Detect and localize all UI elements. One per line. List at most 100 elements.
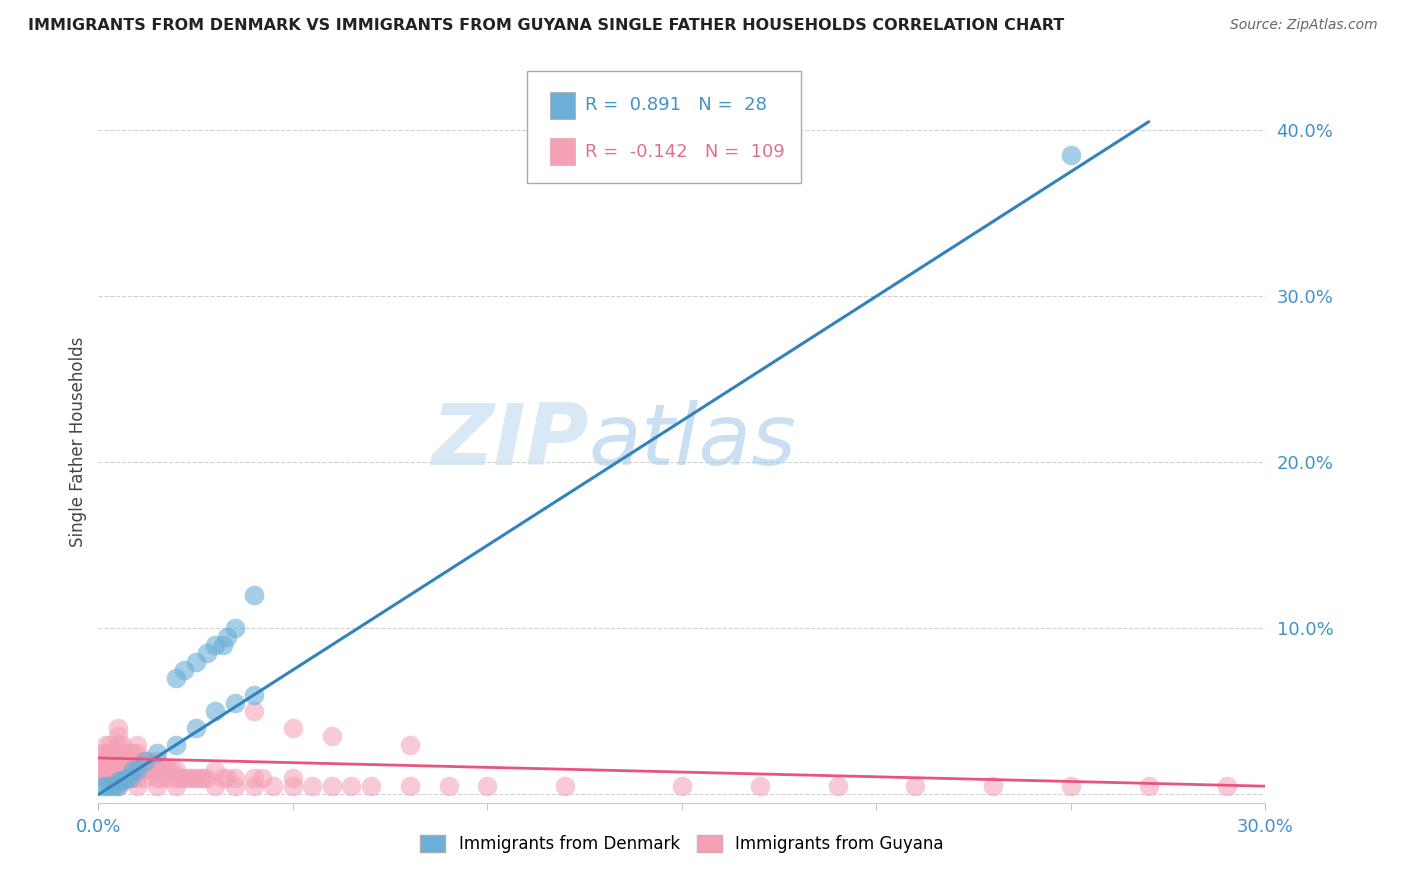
Point <box>162 763 184 777</box>
Point <box>281 721 304 735</box>
Text: R =  0.891   N =  28: R = 0.891 N = 28 <box>585 96 766 114</box>
Point <box>157 763 180 777</box>
Point <box>122 763 145 777</box>
Point <box>193 771 215 785</box>
Point <box>301 779 323 793</box>
Point <box>114 754 136 768</box>
Point <box>146 771 169 785</box>
Point <box>671 779 693 793</box>
Point <box>477 779 499 793</box>
Point <box>904 779 927 793</box>
Point <box>184 655 207 669</box>
Legend: Immigrants from Denmark, Immigrants from Guyana: Immigrants from Denmark, Immigrants from… <box>413 828 950 860</box>
Point <box>91 746 114 760</box>
Point <box>1215 779 1237 793</box>
Point <box>748 779 770 793</box>
Point <box>281 779 304 793</box>
Point <box>96 763 118 777</box>
Point <box>98 738 121 752</box>
Point <box>118 746 141 760</box>
Point <box>173 771 195 785</box>
Text: ZIP: ZIP <box>430 400 589 483</box>
Point <box>96 771 118 785</box>
Point <box>103 763 125 777</box>
Point <box>224 771 246 785</box>
Point <box>1060 779 1083 793</box>
Point <box>127 738 149 752</box>
Point <box>134 754 156 768</box>
Point <box>215 630 238 644</box>
Point <box>157 771 180 785</box>
Point <box>114 763 136 777</box>
Point <box>281 771 304 785</box>
Point <box>204 779 226 793</box>
Text: IMMIGRANTS FROM DENMARK VS IMMIGRANTS FROM GUYANA SINGLE FATHER HOUSEHOLDS CORRE: IMMIGRANTS FROM DENMARK VS IMMIGRANTS FR… <box>28 18 1064 33</box>
Point <box>177 771 200 785</box>
Point <box>165 738 187 752</box>
Point <box>188 771 211 785</box>
Point <box>107 754 129 768</box>
Point <box>118 754 141 768</box>
Text: Source: ZipAtlas.com: Source: ZipAtlas.com <box>1230 18 1378 32</box>
Point <box>215 771 238 785</box>
Point <box>180 771 202 785</box>
Point <box>103 746 125 760</box>
Point <box>321 779 343 793</box>
Point <box>127 754 149 768</box>
Point <box>243 705 266 719</box>
Point <box>165 771 187 785</box>
Point <box>827 779 849 793</box>
Point <box>204 705 226 719</box>
Point <box>98 746 121 760</box>
Point <box>98 779 121 793</box>
Point <box>98 771 121 785</box>
Text: atlas: atlas <box>589 400 797 483</box>
Point <box>114 771 136 785</box>
Point <box>224 696 246 710</box>
Point <box>243 771 266 785</box>
Point <box>107 771 129 785</box>
Y-axis label: Single Father Households: Single Father Households <box>69 336 87 547</box>
Point <box>360 779 382 793</box>
Point <box>184 771 207 785</box>
Point <box>91 771 114 785</box>
Point <box>111 771 134 785</box>
Point <box>96 754 118 768</box>
Point <box>243 588 266 602</box>
Point <box>127 746 149 760</box>
Point <box>1060 148 1083 162</box>
Point <box>111 763 134 777</box>
Point <box>195 771 218 785</box>
Point <box>204 638 226 652</box>
Point <box>212 771 235 785</box>
Point <box>134 771 156 785</box>
Point <box>184 721 207 735</box>
Point <box>107 730 129 744</box>
Point <box>398 779 420 793</box>
Point <box>204 763 226 777</box>
Point <box>165 779 187 793</box>
Point <box>107 779 129 793</box>
Point <box>103 779 125 793</box>
Point <box>149 763 172 777</box>
Point <box>127 763 149 777</box>
Point <box>127 763 149 777</box>
Point <box>138 754 160 768</box>
Point <box>118 771 141 785</box>
Point <box>195 646 218 660</box>
Point <box>91 763 114 777</box>
Point <box>340 779 363 793</box>
Point <box>111 774 134 789</box>
Point <box>153 763 176 777</box>
Point <box>262 779 284 793</box>
Point <box>96 746 118 760</box>
Point <box>98 754 121 768</box>
Point <box>981 779 1004 793</box>
Point <box>224 779 246 793</box>
Point <box>165 671 187 685</box>
Point <box>96 738 118 752</box>
Point <box>111 746 134 760</box>
Point <box>122 763 145 777</box>
Point <box>224 621 246 635</box>
Point <box>165 763 187 777</box>
